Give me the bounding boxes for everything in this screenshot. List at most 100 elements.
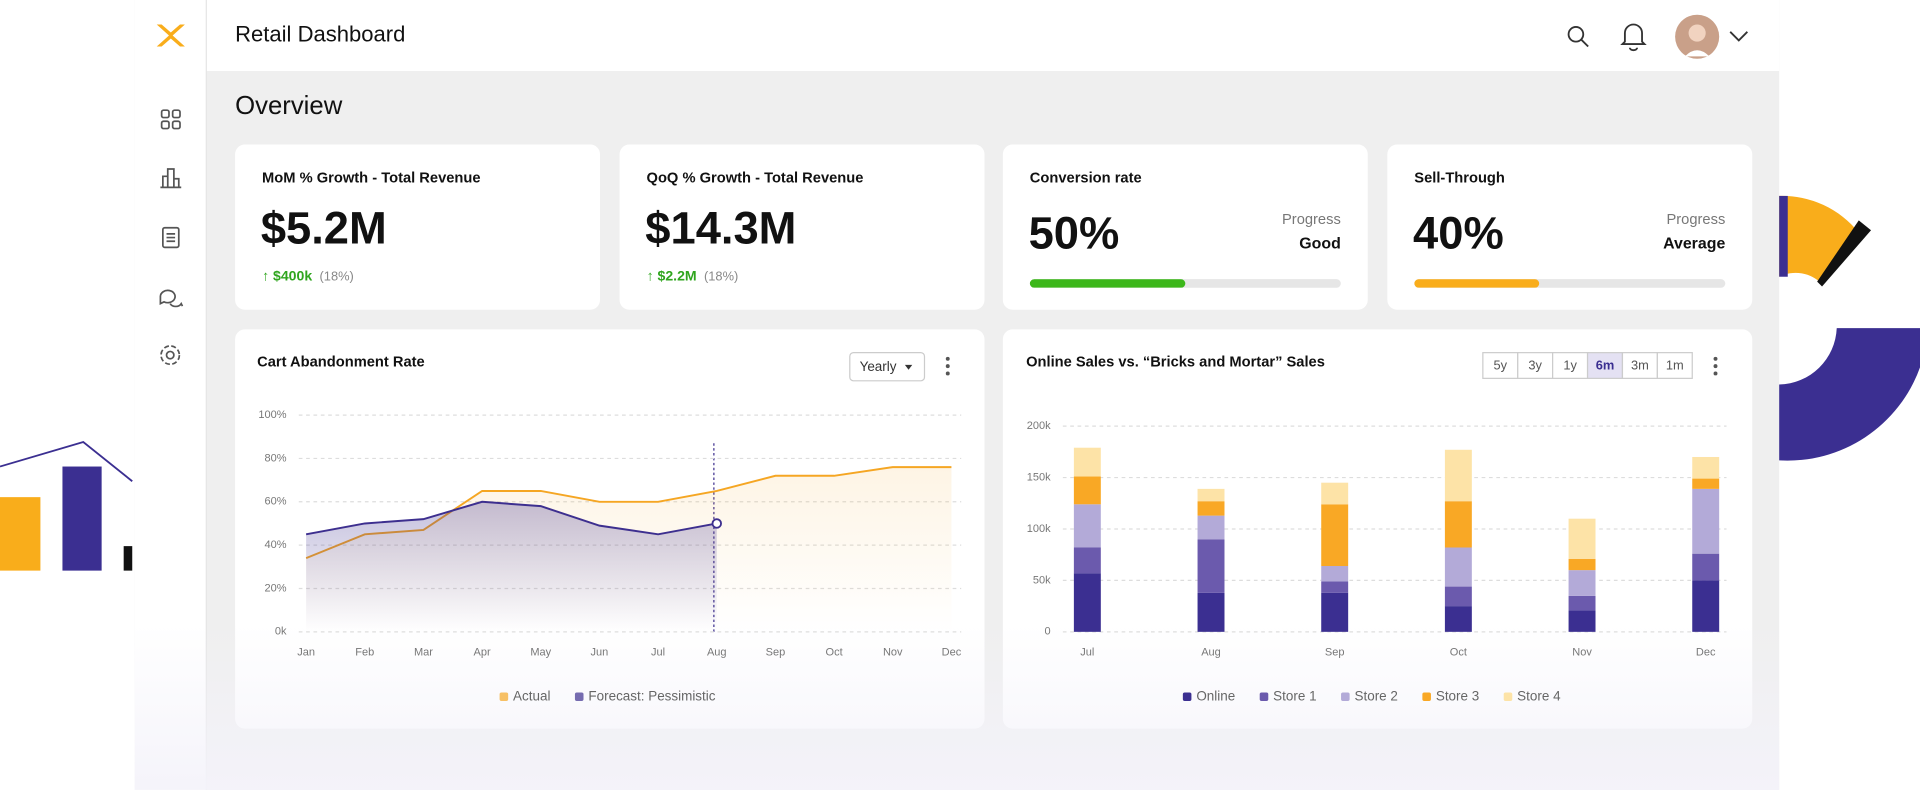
card-value: $5.2M bbox=[260, 203, 387, 254]
bar-segment bbox=[1692, 478, 1720, 489]
bar-segment bbox=[1197, 592, 1225, 632]
decor bbox=[0, 497, 41, 571]
range-tab[interactable] bbox=[1621, 352, 1658, 379]
x-tick-label: Feb bbox=[355, 647, 374, 659]
progress-card: Conversion rate 50% Progress Good bbox=[1002, 144, 1368, 310]
progress-bar bbox=[1414, 279, 1539, 288]
legend-swatch bbox=[499, 692, 509, 702]
range-tab-label[interactable]: 1y bbox=[1563, 358, 1577, 373]
progress-track bbox=[1029, 279, 1341, 288]
search-icon[interactable] bbox=[1567, 26, 1585, 43]
change: $2.2M bbox=[657, 269, 697, 285]
nav-icon[interactable] bbox=[159, 289, 184, 308]
bar-segment bbox=[1568, 518, 1596, 559]
decor bbox=[62, 466, 102, 571]
legend-label: Store 3 bbox=[1436, 688, 1479, 703]
progress-label: Progress bbox=[1282, 210, 1341, 228]
bar-segment bbox=[1321, 504, 1349, 567]
y-tick-label: 0 bbox=[1044, 626, 1050, 638]
card-title: Conversion rate bbox=[1029, 168, 1142, 187]
area bbox=[306, 501, 717, 632]
decor bbox=[1779, 195, 1788, 277]
nav-icon[interactable] bbox=[160, 109, 170, 119]
legend-swatch bbox=[1341, 692, 1350, 702]
card-value: 50% bbox=[1028, 208, 1120, 259]
card-value: $14.3M bbox=[645, 203, 797, 254]
y-tick-label: 20% bbox=[264, 582, 286, 594]
card-title: Sell-Through bbox=[1414, 168, 1505, 187]
bar-segment bbox=[1568, 595, 1596, 611]
legend-label: Store 2 bbox=[1355, 688, 1398, 703]
range-tab-label[interactable]: 1m bbox=[1666, 358, 1684, 373]
change: $400k bbox=[273, 269, 313, 285]
range-tab-label[interactable]: 5y bbox=[1494, 358, 1508, 373]
x-tick-label: Apr bbox=[474, 647, 491, 659]
bar-segment bbox=[1321, 592, 1349, 632]
range-tab-label[interactable]: 3m bbox=[1631, 358, 1649, 373]
bar-segment bbox=[1197, 488, 1225, 502]
x-tick-label: Jan bbox=[297, 647, 315, 659]
top-bar bbox=[206, 0, 1780, 72]
bar-segment bbox=[1073, 573, 1101, 632]
range-tab-label[interactable]: 3y bbox=[1528, 358, 1542, 373]
x-tick-label: Nov bbox=[1572, 647, 1592, 659]
legend-swatch bbox=[574, 692, 584, 702]
x-tick-label: Oct bbox=[826, 647, 843, 659]
range-tab[interactable] bbox=[1552, 352, 1589, 379]
card-title: QoQ % Growth - Total Revenue bbox=[646, 168, 864, 187]
bar-segment bbox=[1568, 610, 1596, 632]
progress-status: Good bbox=[1299, 233, 1341, 253]
dropdown-arrow bbox=[904, 364, 913, 370]
dropdown-label[interactable]: Yearly bbox=[860, 359, 897, 374]
logo bbox=[156, 24, 172, 47]
nav-icons bbox=[159, 109, 184, 366]
dropdown[interactable] bbox=[849, 352, 926, 382]
legend-label: Store 1 bbox=[1273, 688, 1316, 703]
bar-segment bbox=[1568, 570, 1596, 596]
legend-swatch bbox=[1259, 692, 1269, 702]
bar-segment bbox=[1321, 581, 1349, 593]
avatar-face bbox=[1688, 24, 1706, 42]
nav-icon[interactable] bbox=[165, 350, 175, 360]
more-menu[interactable] bbox=[945, 356, 950, 376]
x-tick-label: Oct bbox=[1450, 647, 1467, 659]
y-tick-label: 0k bbox=[275, 626, 287, 638]
range-tab[interactable] bbox=[1586, 352, 1624, 379]
notification-icon[interactable] bbox=[1620, 23, 1647, 52]
section-title: Overview bbox=[235, 91, 343, 121]
decor bbox=[1817, 220, 1872, 287]
bar-segment bbox=[1444, 606, 1472, 632]
x-tick-label: Dec bbox=[942, 647, 962, 659]
card-change: ↑ $400k (18%) bbox=[262, 269, 354, 285]
bar-segment bbox=[1444, 501, 1472, 548]
x-tick-label: Mar bbox=[414, 647, 433, 659]
card-title: MoM % Growth - Total Revenue bbox=[262, 168, 481, 187]
range-tab[interactable] bbox=[1656, 352, 1693, 379]
nav-icon[interactable] bbox=[160, 168, 182, 189]
decor bbox=[1779, 328, 1920, 461]
bar-segment bbox=[1692, 488, 1720, 554]
nav-icon[interactable] bbox=[162, 226, 180, 249]
decor bbox=[0, 441, 133, 482]
y-tick-label: 150k bbox=[1027, 471, 1051, 483]
change-pct: (18%) bbox=[703, 269, 739, 285]
more-menu[interactable] bbox=[1713, 356, 1718, 376]
x-tick-label: Aug bbox=[1201, 647, 1221, 659]
card-change: ↑ $2.2M (18%) bbox=[646, 269, 739, 285]
legend-swatch bbox=[1422, 692, 1431, 702]
progress-bar bbox=[1029, 279, 1186, 288]
range-tab-label[interactable]: 6m bbox=[1596, 358, 1615, 373]
x-tick-label: Sep bbox=[766, 647, 786, 659]
x-tick-label: Sep bbox=[1325, 647, 1345, 659]
user-menu-chevron[interactable] bbox=[1729, 31, 1748, 42]
chart-title: Online Sales vs. “Bricks and Mortar” Sal… bbox=[1026, 354, 1325, 370]
chart-title: Cart Abandonment Rate bbox=[257, 354, 425, 370]
point-marker bbox=[711, 518, 722, 529]
progress-track bbox=[1414, 279, 1726, 288]
x-tick-label: Dec bbox=[1696, 647, 1716, 659]
y-tick-label: 100% bbox=[258, 409, 286, 421]
fade bbox=[134, 624, 1780, 790]
bar-segment bbox=[1197, 501, 1225, 516]
bar-segment bbox=[1692, 580, 1720, 632]
